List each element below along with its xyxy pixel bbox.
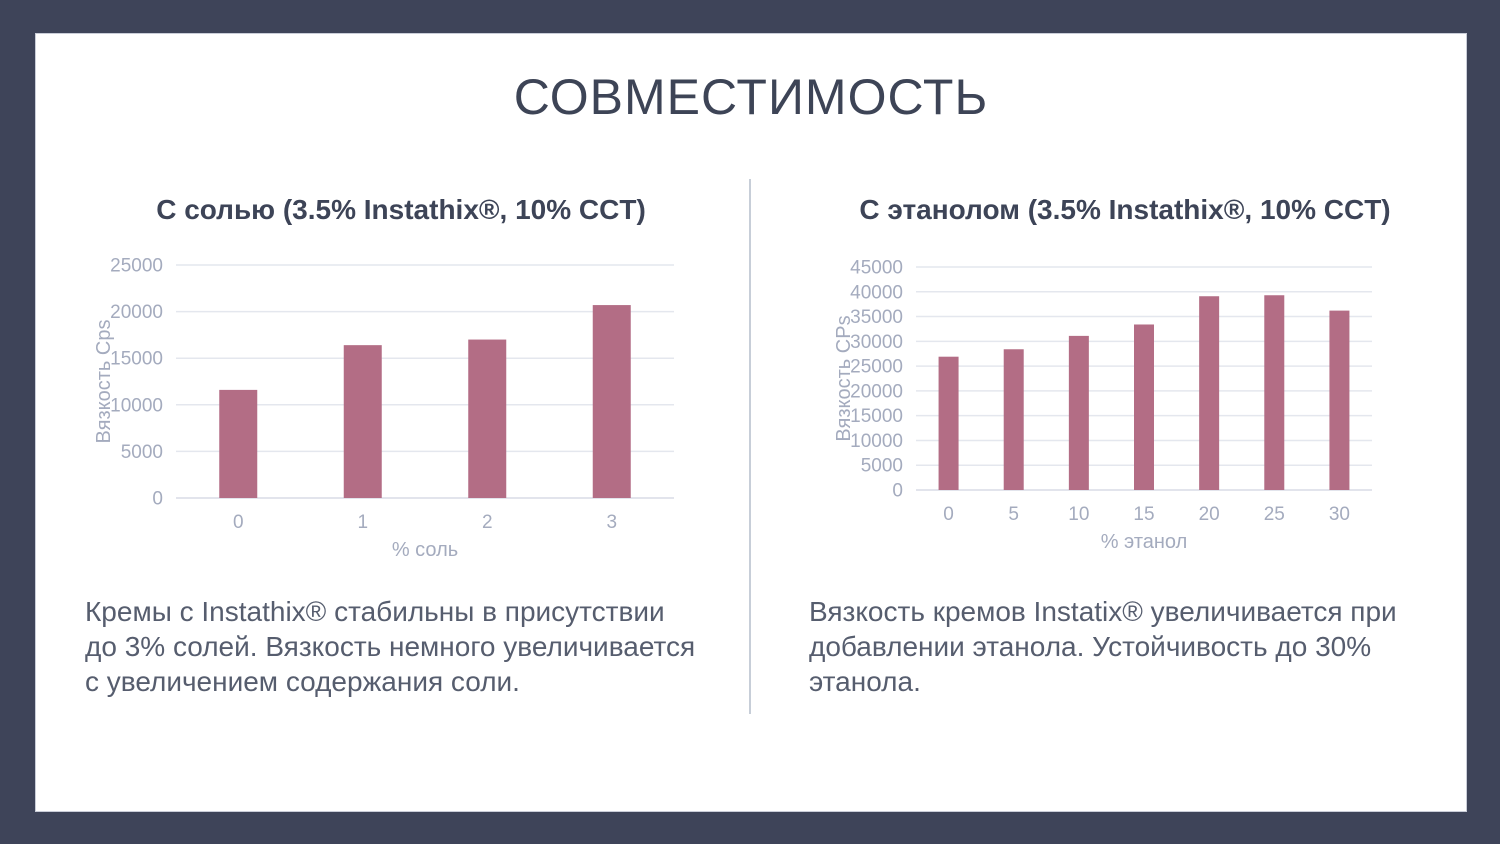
svg-text:5000: 5000	[121, 442, 163, 463]
svg-text:0: 0	[152, 489, 163, 510]
svg-text:5: 5	[1008, 504, 1019, 525]
svg-text:15000: 15000	[110, 349, 163, 370]
svg-text:40000: 40000	[850, 282, 903, 303]
svg-text:10000: 10000	[850, 431, 903, 452]
salt-chart-title: С солью (3.5% Instathix®, 10% CCT)	[156, 194, 646, 225]
svg-text:35000: 35000	[850, 307, 903, 328]
svg-text:15000: 15000	[850, 406, 903, 427]
salt-description: Кремы с Instathix® стабильны в присутств…	[85, 596, 696, 697]
svg-text:0: 0	[943, 504, 954, 525]
svg-text:20000: 20000	[110, 302, 163, 323]
column-divider	[749, 179, 751, 714]
svg-text:30: 30	[1329, 504, 1350, 525]
svg-text:20000: 20000	[850, 381, 903, 402]
svg-text:0: 0	[892, 481, 903, 502]
svg-text:Вязкость CPs: Вязкость CPs	[834, 315, 855, 441]
ethanol-chart-title: С этанолом (3.5% Instathix®, 10% CCT)	[859, 194, 1391, 225]
svg-text:45000: 45000	[850, 258, 903, 279]
svg-text:15: 15	[1133, 504, 1154, 525]
svg-text:5000: 5000	[861, 456, 903, 477]
ethanol-bar-chart: 0 5000 10000 15000 20000 25000 30000 35000 40000…	[834, 258, 1372, 553]
svg-text:20: 20	[1199, 504, 1220, 525]
svg-text:10: 10	[1068, 504, 1089, 525]
svg-text:% этанол: % этанол	[1101, 531, 1188, 553]
svg-text:25000: 25000	[110, 256, 163, 277]
svg-text:1: 1	[357, 512, 368, 533]
svg-text:25000: 25000	[850, 357, 903, 378]
ethanol-column: С этанолом (3.5% Instathix®, 10% CCT) 0 5…	[809, 166, 1441, 726]
svg-text:30000: 30000	[850, 332, 903, 353]
salt-column: С солью (3.5% Instathix®, 10% CCT) 0 5000…	[85, 166, 717, 726]
slide-title: СОВМЕСТИМОСТЬ	[513, 69, 989, 125]
svg-text:25: 25	[1264, 504, 1285, 525]
slide: СОВМЕСТИМОСТЬ С солью (3.5% Instathix®, …	[35, 33, 1467, 812]
svg-text:Вязкость Cps: Вязкость Cps	[94, 320, 115, 444]
svg-text:% соль: % соль	[392, 539, 458, 561]
svg-text:3: 3	[606, 512, 617, 533]
svg-text:0: 0	[233, 512, 244, 533]
svg-text:2: 2	[482, 512, 493, 533]
salt-bar-chart: 0 5000 10000 15000 20000 25000 0 1 2 3 % соль Вязко…	[94, 256, 674, 561]
svg-text:10000: 10000	[110, 395, 163, 416]
ethanol-description: Вязкость кремов Instatix® увеличивается …	[809, 596, 1397, 697]
